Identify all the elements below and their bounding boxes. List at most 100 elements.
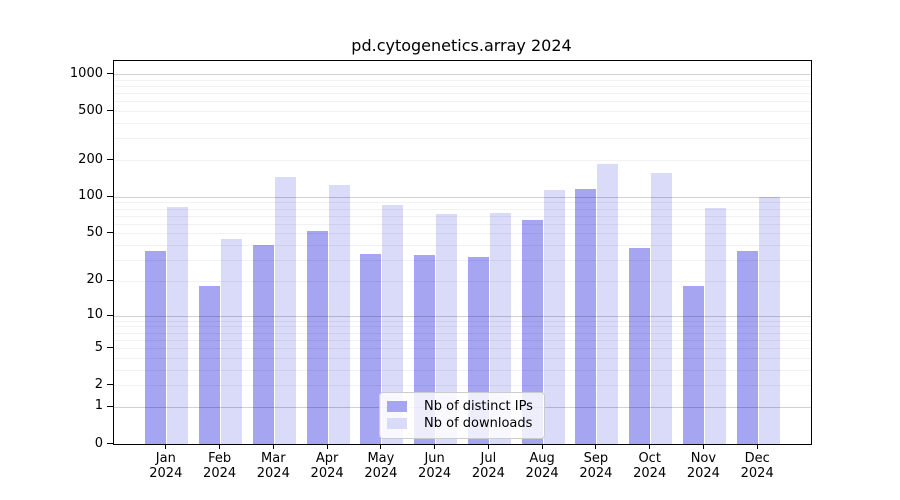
x-tick-year: 2024 [579, 466, 613, 481]
bar-ips-dec [736, 250, 758, 444]
y-gridline-minor [114, 260, 811, 262]
x-tick-label-feb: Feb 2024 [175, 451, 265, 482]
y-gridline-minor [114, 223, 811, 225]
y-tick-label: 20 [86, 272, 103, 288]
plot-area: Nb of distinct IPs Nb of downloads [113, 60, 812, 445]
y-tick-label: 200 [78, 151, 103, 167]
y-gridline-minor [114, 326, 811, 328]
y-gridline-minor [114, 348, 811, 349]
x-tick-label-jun: Jun 2024 [390, 451, 480, 482]
x-tick-month: May [367, 450, 395, 466]
y-tick-label: 100 [78, 188, 103, 204]
y-gridline-minor [114, 93, 811, 95]
y-tick-label: 1000 [69, 65, 103, 81]
bar-downloads-jul [489, 212, 511, 444]
x-tick-mark [649, 443, 651, 449]
x-tick-year: 2024 [471, 466, 505, 481]
x-tick-mark [541, 443, 543, 449]
bar-downloads-feb [221, 239, 243, 444]
x-tick-month: Nov [690, 450, 717, 466]
x-tick-month: Jun [424, 450, 445, 466]
y-gridline-minor [114, 202, 811, 204]
y-tick-mark [107, 279, 113, 281]
legend-item-distinct-ips: Nb of distinct IPs [387, 398, 536, 415]
y-tick-mark [107, 346, 113, 349]
y-gridline-minor [114, 160, 811, 161]
x-tick-month: Apr [315, 450, 339, 466]
y-tick-mark [107, 442, 113, 445]
y-gridline-minor [114, 280, 811, 282]
y-gridline-minor [114, 138, 811, 140]
x-tick-label-dec: Dec 2024 [712, 451, 802, 482]
y-gridline-minor [114, 357, 811, 359]
bar-downloads-sep [597, 163, 619, 444]
y-gridline-minor [114, 245, 811, 247]
bar-ips-feb [199, 286, 221, 444]
y-tick-mark [107, 110, 113, 112]
x-tick-month: Aug [529, 450, 555, 466]
x-tick-mark [595, 443, 597, 449]
legend-label-downloads: Nb of downloads [424, 416, 533, 431]
x-tick-label-jul: Jul 2024 [443, 451, 533, 482]
x-tick-mark [272, 443, 274, 449]
bar-downloads-jan [167, 206, 189, 444]
y-tick-label: 500 [78, 102, 103, 118]
y-gridline-minor [114, 123, 811, 124]
bar-downloads-dec [758, 196, 780, 444]
y-tick-mark [107, 314, 113, 316]
y-gridline-minor [114, 339, 811, 341]
y-tick-label: 0 [94, 435, 103, 451]
y-gridline-minor [114, 369, 811, 371]
bar-ips-sep [575, 189, 597, 444]
y-tick-label: 10 [86, 307, 103, 323]
x-tick-month: Oct [638, 450, 661, 466]
x-tick-month: Mar [261, 450, 286, 466]
x-tick-year: 2024 [149, 466, 183, 481]
y-tick-label: 1 [94, 398, 103, 414]
y-tick-mark [107, 384, 113, 386]
bar-downloads-mar [274, 177, 296, 444]
y-tick-label: 5 [94, 339, 103, 355]
bar-downloads-apr [328, 185, 350, 444]
bar-downloads-nov [704, 208, 726, 444]
y-tick-mark [107, 158, 113, 161]
bar-ips-jan [145, 250, 167, 444]
x-tick-mark [756, 443, 758, 449]
y-tick-mark [107, 72, 113, 75]
x-tick-month: Jan [155, 450, 176, 466]
bar-ips-apr [306, 231, 328, 444]
x-tick-mark [434, 443, 436, 449]
x-tick-year: 2024 [256, 466, 290, 481]
x-tick-month: Jul [480, 450, 497, 466]
x-tick-year: 2024 [418, 466, 452, 481]
y-gridline-minor [114, 101, 811, 103]
x-tick-mark [219, 443, 221, 449]
x-tick-mark [487, 443, 489, 449]
y-gridline-minor [114, 233, 811, 235]
x-tick-mark [326, 443, 328, 449]
y-gridline-minor [114, 79, 811, 81]
y-gridline-minor [114, 320, 811, 322]
y-gridline-minor [114, 332, 811, 334]
bar-downloads-aug [543, 190, 565, 444]
x-tick-year: 2024 [686, 466, 720, 481]
x-tick-label-sep: Sep 2024 [551, 451, 641, 482]
y-tick-mark [107, 232, 113, 234]
x-tick-mark [165, 443, 167, 449]
bar-ips-aug [521, 219, 543, 444]
x-tick-month: Sep [583, 450, 609, 466]
x-tick-label-aug: Aug 2024 [497, 451, 587, 482]
x-tick-month: Feb [208, 450, 232, 466]
bar-ips-mar [252, 245, 274, 444]
legend-label-distinct-ips: Nb of distinct IPs [424, 399, 533, 414]
bar-downloads-oct [651, 172, 673, 444]
y-gridline-major [114, 315, 811, 317]
x-tick-month: Dec [744, 450, 770, 466]
x-tick-year: 2024 [310, 466, 344, 481]
y-tick-mark [107, 195, 113, 197]
bar-ips-oct [629, 247, 651, 444]
legend: Nb of distinct IPs Nb of downloads [379, 392, 545, 439]
y-gridline-minor [114, 215, 811, 217]
x-tick-mark [380, 443, 382, 449]
